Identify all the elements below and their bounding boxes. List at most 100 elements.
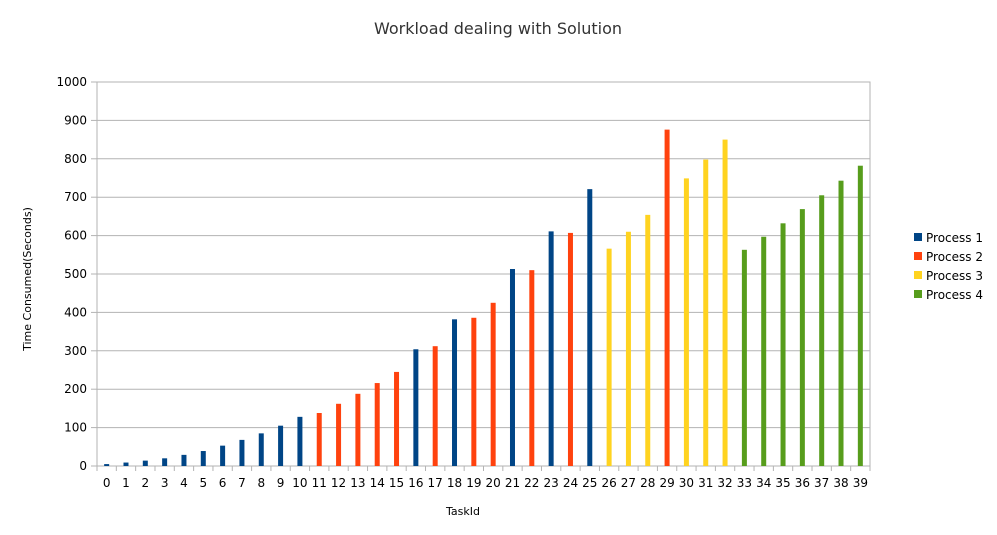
y-tick-label: 100 [64, 421, 87, 435]
x-tick-label: 26 [601, 476, 616, 490]
x-tick-label: 23 [543, 476, 558, 490]
x-tick-label: 20 [486, 476, 501, 490]
bar [258, 433, 264, 466]
bar [606, 248, 612, 466]
grid-lines [97, 81, 870, 467]
x-tick-label: 36 [795, 476, 810, 490]
bar [278, 425, 284, 466]
x-tick-label: 16 [408, 476, 423, 490]
x-axis-ticks: 0 1 2 3 4 5 6 7 8 9 10 11 12 13 14 15 16 17 18 19 20 21 22 23 24… [96, 466, 871, 490]
x-tick-label: 24 [563, 476, 578, 490]
bar [452, 319, 458, 466]
y-axis-ticks: 0 100 200 300 400 500 600 700 800 900 1000 [56, 75, 97, 473]
x-tick-label: 31 [698, 476, 713, 490]
legend-label: Process 1 [926, 231, 983, 245]
bar [239, 439, 245, 466]
y-tick-label: 0 [79, 459, 87, 473]
x-tick-label: 15 [389, 476, 404, 490]
y-tick-label: 700 [64, 190, 87, 204]
x-tick-label: 19 [466, 476, 481, 490]
x-tick-label: 37 [814, 476, 829, 490]
bar [857, 165, 863, 466]
bar [683, 178, 689, 466]
bar [625, 231, 631, 466]
bar [355, 393, 361, 466]
x-tick-label: 14 [370, 476, 385, 490]
x-tick-label: 22 [524, 476, 539, 490]
bar [123, 462, 129, 466]
bar [703, 159, 709, 466]
y-tick-label: 300 [64, 344, 87, 358]
x-tick-label: 30 [679, 476, 694, 490]
bar [490, 302, 496, 466]
legend-label: Process 3 [926, 269, 983, 283]
x-tick-label: 11 [312, 476, 327, 490]
bar [645, 214, 651, 466]
bar [780, 223, 786, 466]
x-tick-label: 6 [219, 476, 227, 490]
bar [162, 458, 168, 466]
x-tick-label: 1 [122, 476, 130, 490]
legend-label: Process 2 [926, 250, 983, 264]
bar [741, 249, 747, 466]
legend-swatch [914, 233, 922, 241]
x-tick-label: 38 [833, 476, 848, 490]
bar [142, 460, 148, 466]
x-axis-label: TaskId [445, 505, 480, 518]
legend-swatch [914, 290, 922, 298]
legend: Process 1 Process 2 Process 3 Process 4 [914, 231, 983, 302]
bar [220, 445, 226, 466]
legend-swatch [914, 271, 922, 279]
x-tick-label: 5 [199, 476, 207, 490]
x-tick-label: 21 [505, 476, 520, 490]
bar [471, 317, 477, 466]
bar [761, 236, 767, 466]
x-tick-label: 28 [640, 476, 655, 490]
bar [104, 464, 110, 466]
x-tick-label: 27 [621, 476, 636, 490]
bar [181, 454, 187, 466]
bar [336, 403, 342, 466]
x-tick-label: 35 [775, 476, 790, 490]
bar [374, 383, 380, 466]
bar [664, 129, 670, 466]
bar [297, 416, 303, 466]
x-tick-label: 32 [717, 476, 732, 490]
bar [200, 451, 206, 466]
x-tick-label: 29 [659, 476, 674, 490]
bar [316, 413, 322, 466]
x-tick-label: 17 [428, 476, 443, 490]
x-tick-label: 18 [447, 476, 462, 490]
y-tick-label: 500 [64, 267, 87, 281]
x-tick-label: 0 [103, 476, 111, 490]
y-tick-label: 800 [64, 152, 87, 166]
bar [529, 270, 535, 466]
bar [567, 232, 573, 466]
bar [838, 180, 844, 467]
bar [722, 139, 728, 466]
x-tick-label: 3 [161, 476, 169, 490]
bar [548, 231, 554, 466]
y-tick-label: 1000 [56, 75, 87, 89]
bar [819, 195, 825, 466]
x-tick-label: 25 [582, 476, 597, 490]
y-axis-label: Time Consumed(Seconds) [21, 207, 34, 352]
x-tick-label: 34 [756, 476, 771, 490]
bar [413, 349, 419, 466]
bar [432, 346, 438, 466]
y-tick-label: 200 [64, 382, 87, 396]
legend-label: Process 4 [926, 288, 983, 302]
y-tick-label: 400 [64, 305, 87, 319]
x-tick-label: 12 [331, 476, 346, 490]
y-tick-label: 900 [64, 113, 87, 127]
x-tick-label: 9 [277, 476, 285, 490]
bar [587, 189, 593, 467]
x-tick-label: 7 [238, 476, 246, 490]
legend-swatch [914, 252, 922, 260]
x-tick-label: 33 [737, 476, 752, 490]
bar [394, 371, 400, 466]
bar [509, 269, 515, 466]
bar [799, 209, 805, 466]
x-tick-label: 13 [350, 476, 365, 490]
